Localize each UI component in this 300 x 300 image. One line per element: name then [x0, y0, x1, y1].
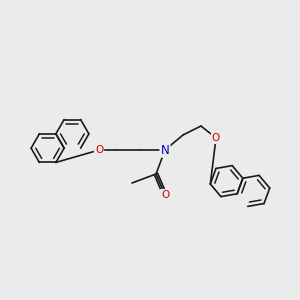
Text: N: N: [160, 143, 169, 157]
Text: O: O: [161, 190, 169, 200]
Text: O: O: [212, 133, 220, 143]
Text: O: O: [95, 145, 103, 155]
